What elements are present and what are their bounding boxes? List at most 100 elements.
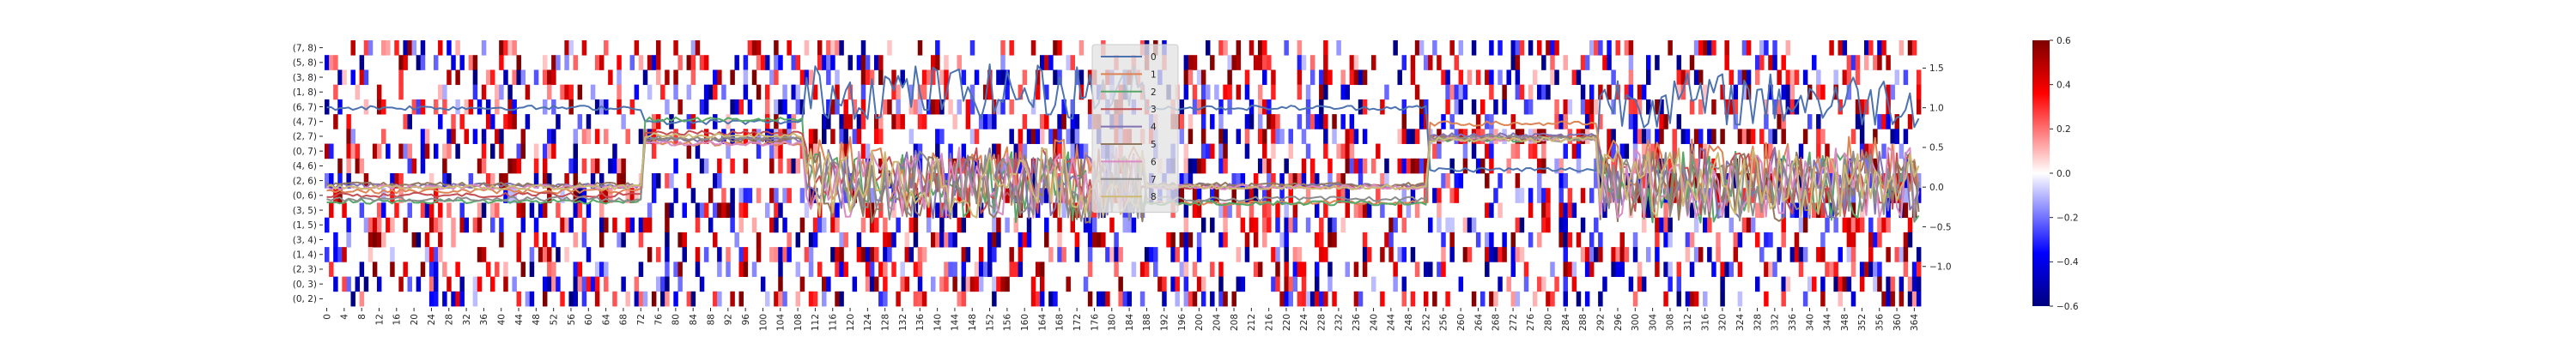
heatmap-cell bbox=[860, 55, 866, 70]
heatmap-cell bbox=[1598, 232, 1603, 248]
heatmap-cell bbox=[982, 262, 988, 277]
heatmap-cell bbox=[1039, 114, 1045, 129]
heatmap-cell bbox=[1196, 247, 1202, 262]
heatmap-cell bbox=[957, 55, 962, 70]
heatmap-cell bbox=[656, 247, 661, 262]
heatmap-cell bbox=[1218, 291, 1224, 307]
heatmap-cell bbox=[1445, 84, 1450, 100]
heatmap-cell bbox=[1323, 202, 1328, 219]
heatmap-cell bbox=[769, 69, 775, 86]
heatmap-cell bbox=[1816, 143, 1821, 159]
heatmap-cell bbox=[1035, 69, 1041, 86]
heatmap-cell bbox=[1078, 84, 1084, 100]
heatmap-cell bbox=[1393, 217, 1398, 233]
heatmap-cell bbox=[703, 55, 709, 70]
heatmap-cell bbox=[1179, 99, 1185, 115]
heatmap-cell bbox=[830, 129, 835, 144]
heatmap-cell bbox=[1698, 129, 1704, 144]
heatmap-cell bbox=[556, 202, 561, 219]
heatmap-cell bbox=[1754, 69, 1760, 86]
heatmap-cell bbox=[604, 276, 609, 292]
heatmap-cell bbox=[1061, 247, 1066, 262]
heatmap-cell bbox=[499, 84, 504, 100]
heatmap-cell bbox=[1537, 188, 1542, 203]
column-label: 252 bbox=[1421, 314, 1431, 331]
heatmap-cell bbox=[869, 262, 875, 277]
heatmap-cell bbox=[1087, 99, 1093, 115]
heatmap-cell bbox=[1449, 114, 1455, 129]
heatmap-cell bbox=[499, 232, 504, 248]
heatmap-cell bbox=[1720, 276, 1725, 292]
heatmap-cell bbox=[1916, 69, 1922, 86]
heatmap-cell bbox=[1462, 247, 1468, 262]
heatmap-cell bbox=[1502, 84, 1507, 100]
heatmap-cell bbox=[1044, 114, 1049, 129]
heatmap-cell bbox=[1589, 247, 1595, 262]
heatmap-cell bbox=[1781, 55, 1786, 70]
heatmap-cell bbox=[1655, 55, 1660, 70]
heatmap-cell bbox=[472, 69, 478, 86]
heatmap-cell bbox=[368, 247, 374, 262]
heatmap-cell bbox=[1916, 247, 1922, 262]
heatmap-cell bbox=[542, 158, 548, 174]
heatmap-cell bbox=[381, 188, 386, 203]
heatmap-cell bbox=[873, 55, 879, 70]
heatmap-cell bbox=[1414, 202, 1420, 219]
heatmap-cell bbox=[1200, 84, 1206, 100]
heatmap-cell bbox=[1794, 99, 1800, 115]
heatmap-cell bbox=[791, 55, 796, 70]
heatmap-cell bbox=[873, 247, 879, 262]
heatmap-cell bbox=[865, 276, 871, 292]
heatmap-cell bbox=[835, 99, 840, 115]
heatmap-cell bbox=[1087, 114, 1093, 129]
heatmap-cell bbox=[900, 276, 905, 292]
row-label: (1, 4) bbox=[293, 250, 317, 261]
heatmap-cell bbox=[673, 291, 678, 307]
heatmap-cell bbox=[1707, 40, 1712, 56]
heatmap-cell bbox=[1907, 276, 1913, 292]
heatmap-cell bbox=[1881, 40, 1886, 56]
heatmap-cell bbox=[1489, 232, 1494, 248]
heatmap-cell bbox=[1693, 69, 1699, 86]
heatmap-cell bbox=[420, 202, 426, 219]
heatmap-cell bbox=[669, 173, 674, 189]
heatmap-cell bbox=[1846, 217, 1852, 233]
heatmap-cell bbox=[629, 217, 635, 233]
heatmap-cell bbox=[416, 55, 422, 70]
heatmap-cell bbox=[1009, 129, 1014, 144]
heatmap-cell bbox=[1833, 276, 1838, 292]
heatmap-cell bbox=[1332, 232, 1337, 248]
heatmap-cell bbox=[642, 291, 648, 307]
heatmap-cell bbox=[1768, 55, 1773, 70]
heatmap-cell bbox=[490, 173, 495, 189]
heatmap-cell bbox=[1340, 69, 1346, 86]
heatmap-cell bbox=[529, 262, 535, 277]
heatmap-cell bbox=[1188, 291, 1194, 307]
heatmap-cell bbox=[1275, 262, 1280, 277]
heatmap-cell bbox=[1454, 99, 1459, 115]
heatmap-cell bbox=[904, 247, 910, 262]
heatmap-cell bbox=[1563, 262, 1568, 277]
line-y-tick-label: 0.0 bbox=[1929, 183, 1944, 193]
heatmap-cell bbox=[839, 232, 844, 248]
colorbar-tick-label: −0.6 bbox=[2057, 302, 2079, 312]
heatmap-cell bbox=[1471, 40, 1477, 56]
heatmap-cell bbox=[1754, 232, 1760, 248]
heatmap-cell bbox=[376, 202, 382, 219]
heatmap-cell bbox=[839, 262, 844, 277]
heatmap-cell bbox=[581, 276, 587, 292]
heatmap-cell bbox=[1122, 217, 1127, 233]
heatmap-cell bbox=[1903, 173, 1909, 189]
heatmap-cell bbox=[1262, 232, 1267, 248]
heatmap-cell bbox=[1437, 217, 1442, 233]
heatmap-cell bbox=[642, 217, 648, 233]
heatmap-cell bbox=[442, 291, 447, 307]
heatmap-cell bbox=[1528, 40, 1534, 56]
heatmap-cell bbox=[713, 173, 718, 189]
heatmap-cell bbox=[481, 84, 487, 100]
heatmap-cell bbox=[1602, 55, 1607, 70]
heatmap-cell bbox=[787, 232, 792, 248]
heatmap-cell bbox=[1267, 158, 1272, 174]
heatmap-cell bbox=[533, 69, 539, 86]
heatmap-cell bbox=[1628, 114, 1634, 129]
